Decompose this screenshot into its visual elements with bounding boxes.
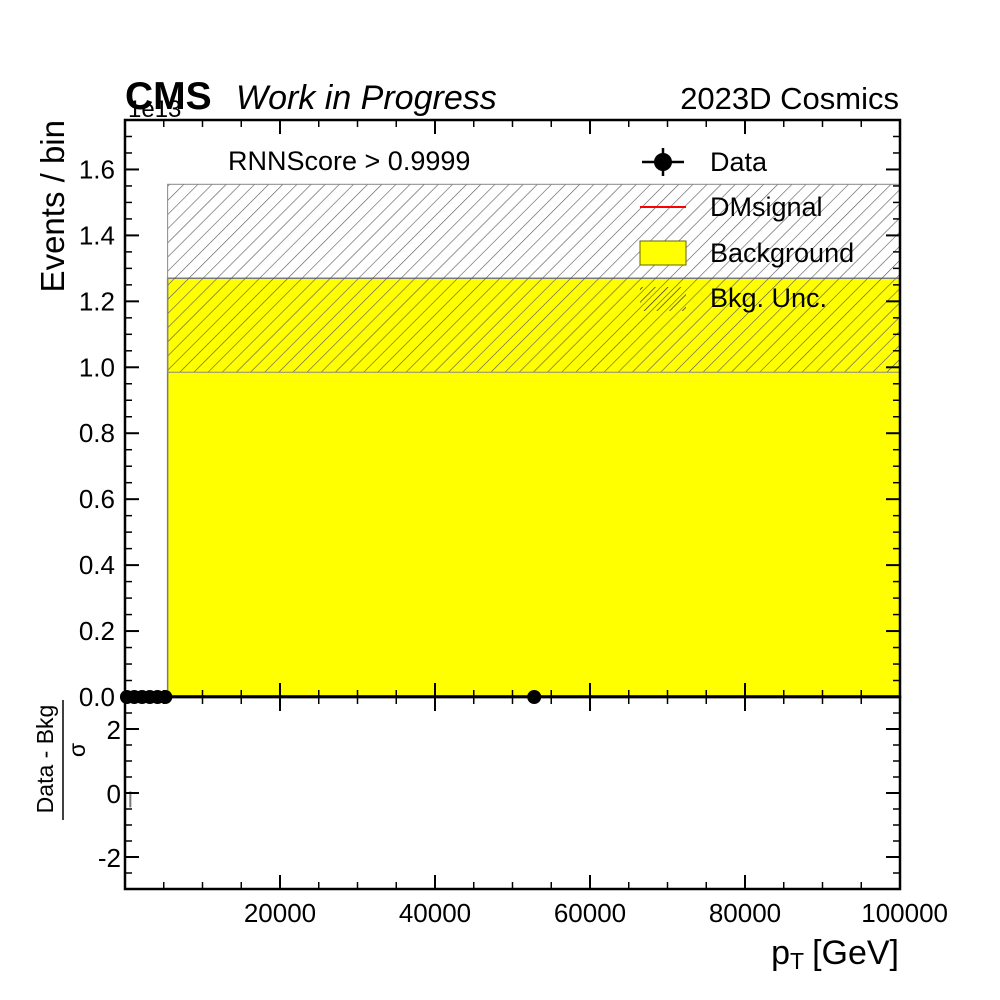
run-label: 2023D Cosmics bbox=[680, 81, 899, 116]
legend-data-marker bbox=[654, 153, 672, 171]
ratio-x-tick-label: 80000 bbox=[709, 898, 781, 928]
x-axis-label-main: p bbox=[771, 934, 790, 972]
y-exponent-label: 1e13 bbox=[128, 96, 181, 123]
main-y-tick-label: 0.4 bbox=[79, 550, 115, 580]
legend-background-swatch bbox=[639, 240, 687, 266]
legend-entry-uncertainty: Bkg. Unc. bbox=[640, 283, 827, 313]
legend-data-label: Data bbox=[710, 147, 768, 177]
main-y-tick-label: 1.4 bbox=[79, 220, 115, 250]
x-axis-label-unit: [GeV] bbox=[812, 934, 899, 972]
ratio-x-tick-label: 20000 bbox=[244, 898, 316, 928]
main-y-tick-labels: 0.0 0.2 0.4 0.6 0.8 1.0 1.2 1.4 1.6 bbox=[79, 154, 115, 712]
main-y-tick-label: 0.6 bbox=[79, 484, 115, 514]
legend-entry-background: Background bbox=[639, 238, 854, 268]
ratio-axis-ticks bbox=[124, 697, 901, 889]
legend-entry-signal: DMsignal bbox=[640, 192, 823, 222]
main-y-tick-label: 1.2 bbox=[79, 286, 115, 316]
legend-signal-label: DMsignal bbox=[710, 192, 823, 222]
x-axis-label-subscript: T bbox=[790, 948, 804, 974]
main-y-tick-label: 1.0 bbox=[79, 352, 115, 382]
main-y-tick-label: 0.0 bbox=[79, 682, 115, 712]
ratio-x-tick-label: 60000 bbox=[554, 898, 626, 928]
main-y-tick-label: 0.8 bbox=[79, 418, 115, 448]
main-axis-ticks bbox=[124, 119, 901, 698]
main-y-tick-label: 1.6 bbox=[79, 154, 115, 184]
ratio-y-tick-label: 0 bbox=[107, 779, 121, 809]
cms-label: CMS bbox=[125, 75, 212, 118]
status-label: Work in Progress bbox=[236, 79, 497, 117]
uncertainty-bin bbox=[167, 183, 900, 373]
legend-background-label: Background bbox=[710, 238, 854, 268]
ratio-x-tick-label: 100000 bbox=[861, 898, 948, 928]
ratio-panel-frame bbox=[123, 695, 902, 891]
ratio-y-label-denominator: σ bbox=[64, 743, 90, 757]
legend: Data DMsignal Background Bkg. Unc. bbox=[639, 147, 854, 313]
selection-annotation: RNNScore > 0.9999 bbox=[228, 146, 470, 176]
ratio-y-tick-label: -2 bbox=[98, 843, 121, 873]
ratio-y-tick-label: 2 bbox=[107, 715, 121, 745]
main-y-axis-label: Events / bin bbox=[34, 120, 71, 292]
main-y-tick-label: 0.2 bbox=[79, 616, 115, 646]
ratio-y-label-numerator: Data - Bkg bbox=[32, 705, 58, 814]
legend-entry-data: Data bbox=[642, 147, 768, 177]
legend-uncertainty-label: Bkg. Unc. bbox=[710, 283, 827, 313]
ratio-y-axis-label: Data - Bkg σ bbox=[32, 700, 90, 820]
background-uncertainty-band bbox=[167, 183, 900, 373]
ratio-y-tick-labels: 2 0 -2 bbox=[98, 715, 121, 873]
ratio-x-tick-label: 40000 bbox=[399, 898, 471, 928]
legend-uncertainty-swatch bbox=[640, 287, 686, 311]
ratio-x-tick-labels: 20000 40000 60000 80000 100000 bbox=[244, 898, 948, 928]
x-axis-label: pT [GeV] bbox=[771, 934, 899, 974]
